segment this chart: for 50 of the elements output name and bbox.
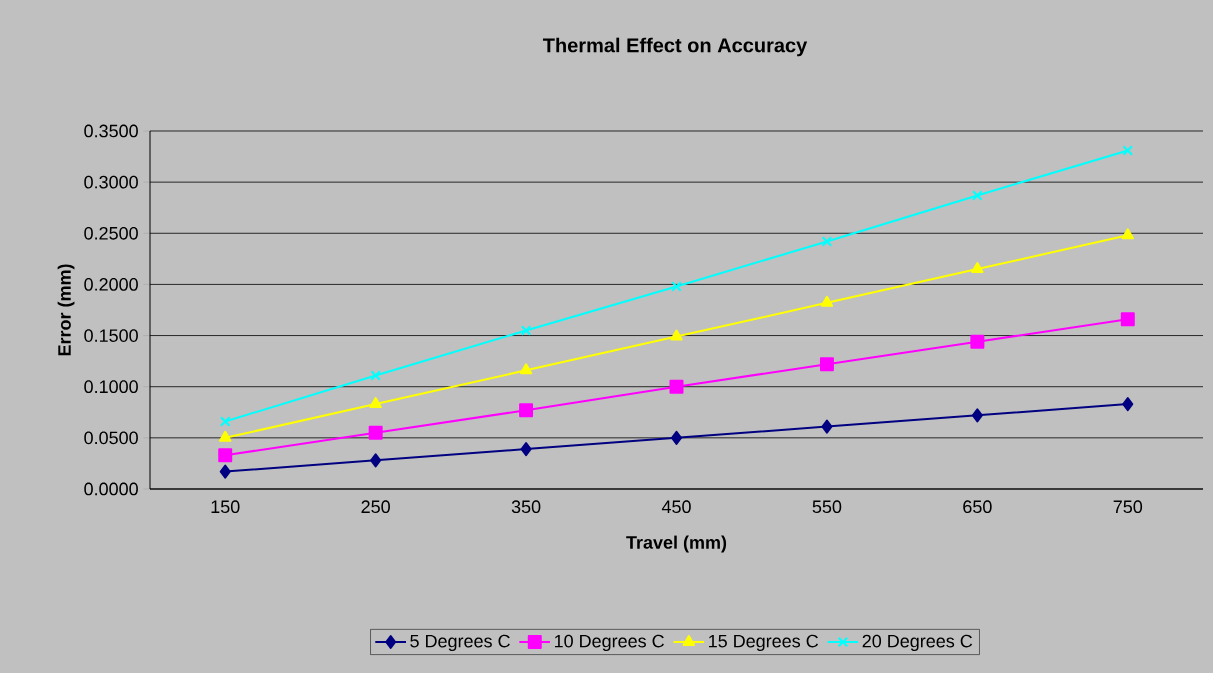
point bbox=[219, 416, 231, 427]
point bbox=[219, 464, 231, 479]
y-tick-label: 0.2500 bbox=[84, 226, 138, 240]
point bbox=[972, 190, 983, 201]
point bbox=[1122, 145, 1134, 156]
point bbox=[368, 425, 383, 440]
point bbox=[671, 281, 682, 292]
point bbox=[669, 379, 684, 394]
y-tick-label: 0.0500 bbox=[84, 431, 138, 445]
point bbox=[1122, 397, 1134, 412]
x-tick-label: 250 bbox=[361, 500, 390, 514]
y-tick-label: 0.3500 bbox=[84, 124, 138, 138]
x-tick-label: 150 bbox=[211, 500, 240, 514]
point bbox=[970, 334, 985, 349]
point bbox=[370, 453, 382, 468]
point bbox=[671, 430, 682, 445]
x-tick-label: 650 bbox=[963, 500, 992, 514]
x-tick-label: 350 bbox=[511, 500, 541, 514]
point bbox=[670, 329, 683, 341]
chart-title: Thermal Effect on Accuracy bbox=[542, 37, 808, 57]
point bbox=[370, 370, 381, 381]
y-tick-label: 0.2000 bbox=[84, 278, 138, 291]
x-tick-label: 750 bbox=[1113, 500, 1143, 514]
point bbox=[819, 357, 834, 372]
point bbox=[218, 448, 233, 463]
point bbox=[821, 236, 833, 247]
point bbox=[821, 419, 833, 434]
point bbox=[820, 295, 834, 307]
x-axis-title: Travel (mm) bbox=[626, 535, 727, 553]
point bbox=[519, 363, 533, 375]
y-tick-label: 0.3000 bbox=[84, 175, 138, 189]
point bbox=[971, 408, 983, 423]
point bbox=[1121, 228, 1134, 240]
y-tick-label: 0.1000 bbox=[84, 380, 138, 394]
y-axis-title: Error (mm) bbox=[57, 264, 75, 356]
x-tick-label: 450 bbox=[661, 500, 691, 514]
point bbox=[519, 403, 534, 418]
point bbox=[369, 397, 382, 409]
y-tick-label: 0.0000 bbox=[84, 482, 138, 496]
point bbox=[219, 430, 232, 442]
point bbox=[971, 262, 984, 274]
point bbox=[520, 325, 532, 336]
legend-label: 10 Degrees C bbox=[554, 634, 664, 652]
legend-label: 20 Degrees C bbox=[862, 634, 973, 652]
legend-label: 15 Degrees C bbox=[709, 634, 819, 652]
legend-label: 5 Degrees C bbox=[410, 634, 510, 652]
y-tick-label: 0.1500 bbox=[84, 329, 138, 342]
point bbox=[1120, 312, 1135, 327]
x-tick-label: 550 bbox=[812, 500, 842, 514]
point bbox=[520, 442, 532, 457]
